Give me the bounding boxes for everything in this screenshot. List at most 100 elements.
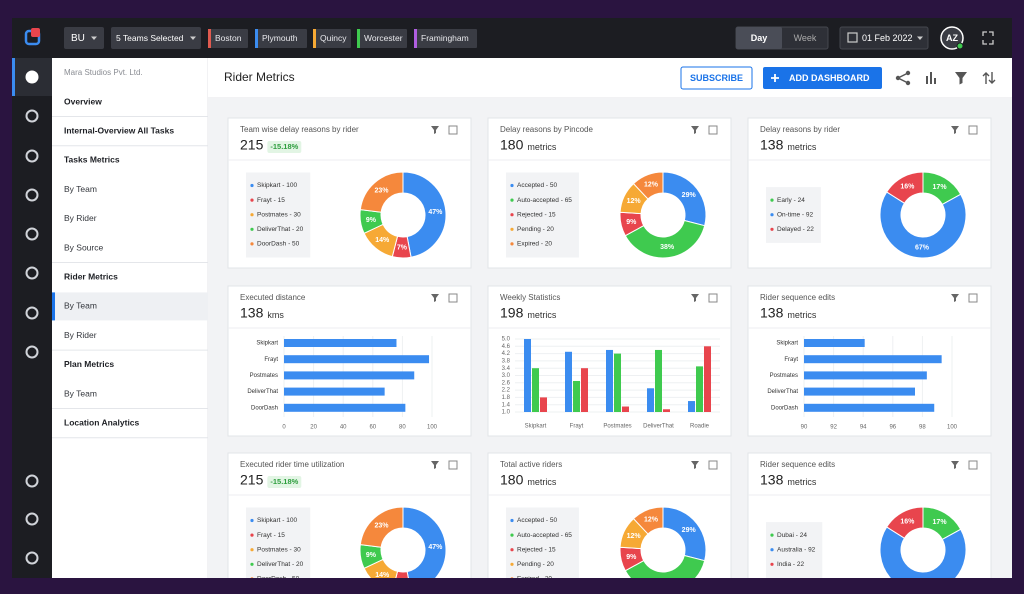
legend-label: DeliverThat - 20 — [257, 561, 304, 568]
card-filter-icon[interactable] — [431, 294, 439, 302]
filter-icon[interactable] — [955, 72, 967, 85]
team-tag[interactable] — [208, 29, 248, 48]
rail-icon[interactable] — [25, 551, 39, 565]
sidebar-item[interactable]: Rider Metrics — [64, 271, 118, 281]
chart-icon[interactable] — [926, 72, 936, 84]
tag-label: Framingham — [421, 33, 469, 43]
rail-icon[interactable] — [25, 109, 39, 123]
legend-label: Australia - 92 — [777, 546, 816, 553]
legend-dot — [510, 518, 514, 523]
rail-icon[interactable] — [25, 149, 39, 163]
sidebar-item[interactable]: Overview — [64, 96, 102, 106]
card-filter-icon[interactable] — [431, 126, 439, 134]
sidebar-item[interactable]: Internal-Overview All Tasks — [64, 125, 174, 135]
card-open-icon[interactable] — [448, 125, 458, 135]
bar — [804, 387, 915, 396]
sort-icon[interactable] — [982, 72, 996, 84]
rail-icon[interactable] — [25, 227, 39, 241]
rail-icon[interactable] — [25, 70, 39, 84]
sidebar-item[interactable]: By Source — [64, 242, 103, 252]
bar — [804, 403, 935, 412]
slice-label: 23% — [374, 187, 389, 194]
add-dashboard-button[interactable] — [763, 67, 882, 89]
team-tag[interactable] — [313, 29, 351, 48]
card-filter-icon[interactable] — [951, 461, 959, 469]
bar — [581, 368, 588, 412]
card-filter-icon[interactable] — [431, 461, 439, 469]
slice-label: 12% — [644, 517, 659, 524]
rail-icon[interactable] — [25, 266, 39, 280]
legend-label: Early - 24 — [777, 197, 805, 204]
dashboard-grid: Team wise delay reasons by rider 215 -15.1… — [227, 117, 992, 578]
bu-dropdown[interactable] — [64, 27, 104, 49]
card-open-icon[interactable] — [448, 293, 458, 303]
card-filter-icon[interactable] — [691, 461, 699, 469]
y-tick-label: 3.8 — [502, 358, 511, 364]
legend-box — [506, 507, 579, 578]
legend-label: Rejected - 15 — [517, 546, 556, 553]
slice-label: 9% — [366, 217, 377, 224]
date-picker[interactable] — [839, 26, 929, 50]
metric-unit: metrics — [527, 477, 556, 487]
bar — [655, 349, 662, 412]
avatar[interactable] — [940, 26, 964, 50]
view-day-active[interactable] — [736, 27, 782, 49]
card-open-icon[interactable] — [968, 460, 978, 470]
tag-color — [255, 29, 258, 48]
fullscreen-icon[interactable] — [982, 31, 994, 45]
legend-dot — [510, 577, 514, 578]
card-filter-icon[interactable] — [691, 294, 699, 302]
view-option[interactable]: Day — [751, 33, 768, 43]
slice-label: 23% — [374, 522, 389, 529]
online-dot — [956, 42, 964, 50]
y-tick-label: Skipkart — [256, 341, 278, 347]
card-open-icon[interactable] — [708, 460, 718, 470]
card-open-icon[interactable] — [448, 460, 458, 470]
donut-slice — [632, 171, 664, 200]
sidebar-item[interactable]: By Rider — [64, 213, 97, 223]
bar — [284, 371, 415, 380]
subscribe-button[interactable] — [680, 66, 753, 90]
slice-label: 17% — [933, 184, 948, 191]
sidebar-item[interactable]: By Rider — [64, 330, 97, 340]
caret — [91, 36, 97, 40]
x-tick-label: 0 — [282, 425, 286, 431]
metric-card: Executed distance 138 kms 0 20 40 60 80 100 Skipk… — [227, 285, 472, 437]
legend-label: Postmates - 30 — [257, 546, 301, 553]
rail-icon[interactable] — [25, 345, 39, 359]
sidebar-item[interactable]: Plan Metrics — [64, 359, 114, 369]
x-tick-label: Roadie — [690, 424, 710, 430]
rail-icon[interactable] — [25, 188, 39, 202]
card-metric: 198 — [500, 305, 524, 321]
slice-label: 17% — [933, 519, 948, 526]
bar — [524, 339, 531, 412]
sidebar-item[interactable]: By Team — [64, 301, 97, 311]
card-open-icon[interactable] — [968, 125, 978, 135]
rail-icon[interactable] — [25, 306, 39, 320]
teams-dropdown[interactable] — [111, 27, 201, 49]
card-filter-icon[interactable] — [951, 126, 959, 134]
sidebar-item[interactable]: Tasks Metrics — [64, 155, 120, 165]
sidebar-item[interactable]: By Team — [64, 184, 97, 194]
rail-icon[interactable] — [25, 512, 39, 526]
rail-icon[interactable] — [25, 474, 39, 488]
view-option[interactable]: Week — [794, 33, 817, 43]
team-tag[interactable] — [414, 29, 477, 48]
sidebar-item[interactable]: Location Analytics — [64, 417, 140, 427]
team-tag[interactable] — [357, 29, 407, 48]
plus-icon — [771, 74, 779, 82]
tag-label: Boston — [215, 33, 242, 43]
metric-card: Rider sequence edits 138 metrics 90 92 94 96 98… — [747, 285, 992, 437]
subscribe-label: SUBSCRIBE — [690, 73, 743, 83]
team-tag[interactable] — [255, 29, 307, 48]
card-filter-icon[interactable] — [691, 126, 699, 134]
donut-slice — [879, 191, 967, 259]
legend-label: Dubai - 24 — [777, 532, 807, 539]
card-open-icon[interactable] — [708, 125, 718, 135]
change-badge-text: -15.18% — [270, 142, 298, 151]
card-open-icon[interactable] — [708, 293, 718, 303]
sidebar-item[interactable]: By Team — [64, 388, 97, 398]
card-open-icon[interactable] — [968, 293, 978, 303]
card-filter-icon[interactable] — [951, 294, 959, 302]
